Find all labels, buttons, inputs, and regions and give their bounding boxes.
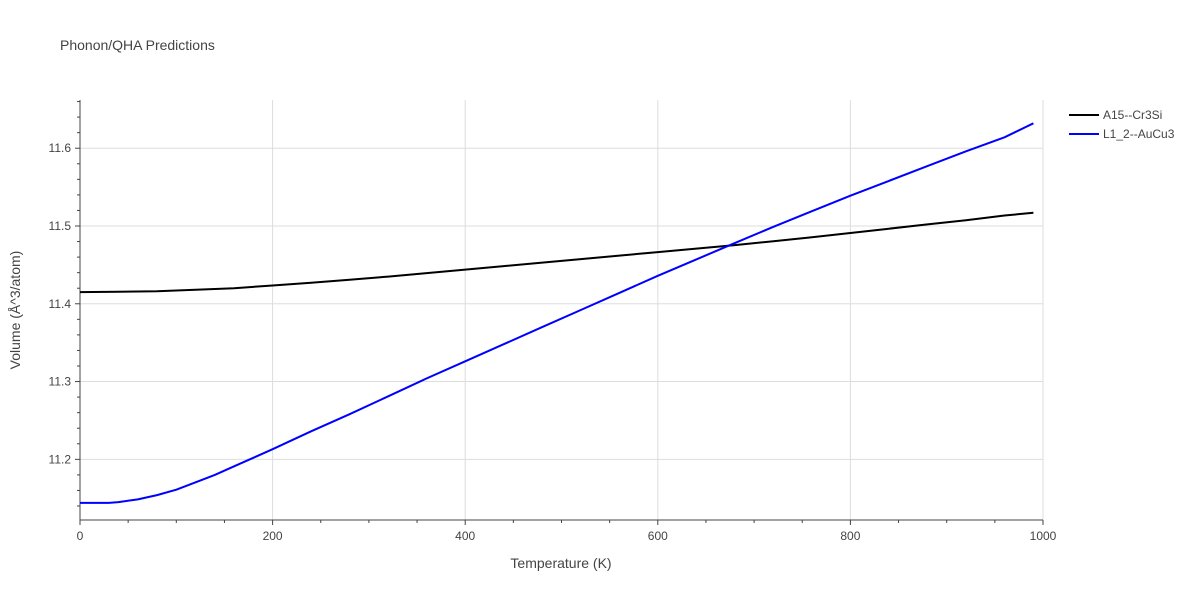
series-line-2[interactable]	[80, 122, 1034, 504]
y-tick-label: 11.2	[49, 452, 72, 466]
y-axis-title: Volume (Å^3/atom)	[7, 251, 23, 370]
x-tick-label: 200	[263, 529, 283, 543]
y-tick-label: 11.5	[49, 219, 72, 233]
x-tick-label: 0	[77, 529, 84, 543]
x-tick-label: 1000	[1030, 529, 1057, 543]
grid	[80, 100, 1044, 520]
legend-item-2[interactable]: L1_2--AuCu3	[1069, 127, 1175, 141]
x-tick-label: 400	[455, 529, 475, 543]
legend-label: L1_2--AuCu3	[1103, 127, 1175, 141]
axes: 0 200 400 600 800 1000 11.2 11.3 11.4 11.5 11.6	[49, 100, 1057, 543]
x-tick-label: 600	[648, 529, 668, 543]
legend-item-1[interactable]: A15--Cr3Si	[1069, 108, 1162, 122]
legend[interactable]: A15--Cr3Si L1_2--AuCu3	[1069, 108, 1175, 141]
chart-title: Phonon/QHA Predictions	[60, 37, 215, 53]
series-line-1[interactable]	[79, 211, 1034, 294]
series-layer	[79, 122, 1034, 504]
legend-label: A15--Cr3Si	[1103, 108, 1162, 122]
y-tick-label: 11.3	[49, 375, 72, 389]
x-tick-label: 800	[840, 529, 860, 543]
x-axis-title: Temperature (K)	[510, 555, 611, 571]
y-tick-label: 11.6	[49, 141, 72, 155]
y-tick-label: 11.4	[49, 297, 72, 311]
